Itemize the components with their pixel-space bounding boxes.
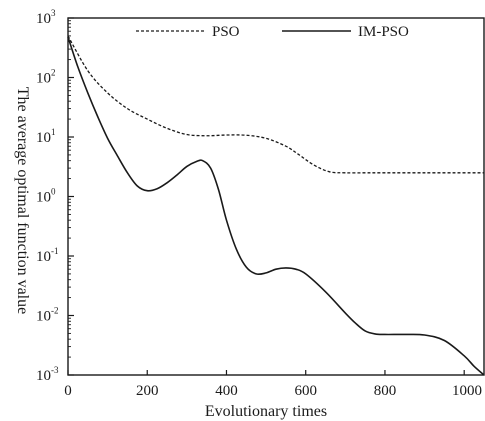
legend: PSO IM-PSO [136,24,409,40]
series-layer [67,35,485,376]
plot-area [67,17,485,376]
y-axis-ticks: 103 102 101 100 10-1 10-2 10-3 [36,8,74,384]
y-tick-label: 103 [36,8,56,27]
y-tick-label: 102 [36,68,56,87]
y-axis-label: The average optimal function value [14,87,31,314]
series-line-im-pso [67,36,485,376]
y-tick-label: 101 [36,127,56,146]
x-axis-ticks: 0 200 400 600 800 1000 [64,370,482,399]
x-tick-label: 0 [64,383,72,399]
y-tick-label: 10-2 [36,306,59,325]
legend-label: IM-PSO [358,24,409,40]
x-tick-label: 1000 [452,383,482,399]
x-tick-label: 400 [215,383,238,399]
y-tick-label: 10-3 [36,365,59,384]
legend-label: PSO [212,24,240,40]
x-tick-label: 200 [136,383,159,399]
y-tick-label: 10-1 [36,246,59,265]
x-axis-label: Evolutionary times [205,403,327,420]
series-line-pso [67,35,484,174]
y-tick-label: 100 [36,187,56,206]
plot-frame [67,17,485,376]
x-tick-label: 600 [294,383,317,399]
x-tick-label: 800 [374,383,397,399]
